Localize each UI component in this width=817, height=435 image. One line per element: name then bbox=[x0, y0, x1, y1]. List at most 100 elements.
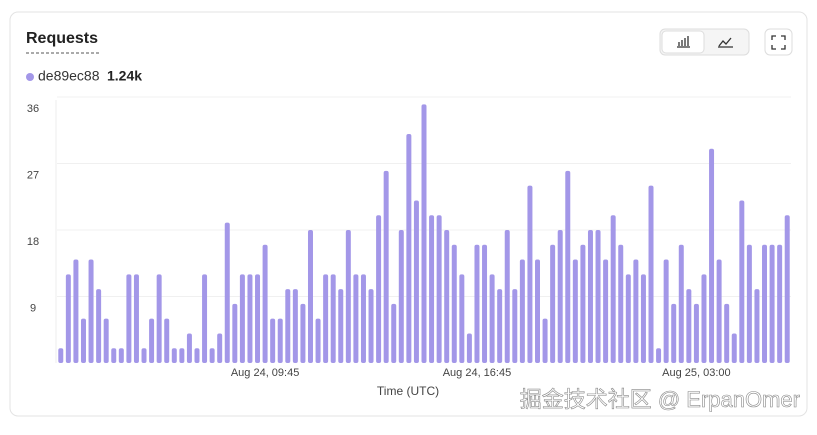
bar bbox=[96, 289, 102, 363]
bar bbox=[489, 274, 495, 363]
bar bbox=[572, 259, 578, 363]
bar bbox=[429, 215, 435, 363]
bar bbox=[633, 259, 639, 363]
bar bbox=[118, 348, 124, 363]
bar bbox=[731, 333, 737, 363]
bar bbox=[474, 244, 480, 363]
bar bbox=[595, 230, 601, 363]
bar bbox=[73, 259, 79, 363]
bar bbox=[156, 274, 162, 363]
bar bbox=[179, 348, 185, 363]
bar bbox=[345, 230, 351, 363]
bar bbox=[482, 244, 488, 363]
bar bbox=[580, 244, 586, 363]
bar bbox=[724, 303, 730, 363]
bar bbox=[693, 303, 699, 363]
watermark: 掘金技术社区 @ ErpanOmer bbox=[520, 387, 800, 412]
x-tick-label: Aug 24, 16:45 bbox=[443, 367, 512, 379]
bar bbox=[315, 318, 321, 363]
bar bbox=[65, 274, 71, 363]
bar bbox=[777, 244, 783, 363]
bar bbox=[550, 244, 556, 363]
bar bbox=[194, 348, 200, 363]
bar bbox=[111, 348, 117, 363]
bar bbox=[368, 289, 374, 363]
bar bbox=[383, 170, 389, 363]
bar bbox=[338, 289, 344, 363]
bar bbox=[398, 230, 404, 363]
bar bbox=[406, 133, 412, 363]
bar bbox=[88, 259, 94, 363]
bar bbox=[557, 230, 563, 363]
bar bbox=[527, 185, 533, 363]
bar bbox=[603, 259, 609, 363]
bar bbox=[292, 289, 298, 363]
bar bbox=[307, 230, 313, 363]
bar bbox=[58, 348, 64, 363]
bar bbox=[391, 303, 397, 363]
bar bbox=[497, 289, 503, 363]
bar bbox=[671, 303, 677, 363]
legend-dot bbox=[26, 73, 34, 81]
bar bbox=[565, 170, 571, 363]
x-axis-label: Time (UTC) bbox=[377, 384, 439, 398]
bar bbox=[164, 318, 170, 363]
bar bbox=[270, 318, 276, 363]
x-tick-label: Aug 24, 09:45 bbox=[231, 367, 300, 379]
bar bbox=[444, 230, 450, 363]
bar bbox=[542, 318, 548, 363]
bar bbox=[217, 333, 223, 363]
bar-icon bbox=[677, 36, 690, 48]
bar-toggle[interactable] bbox=[661, 30, 705, 54]
bar bbox=[224, 222, 230, 363]
bar bbox=[413, 200, 419, 363]
bar bbox=[277, 318, 283, 363]
bar bbox=[762, 244, 768, 363]
bar bbox=[618, 244, 624, 363]
y-tick-label: 9 bbox=[30, 302, 36, 314]
bar bbox=[504, 230, 510, 363]
bar bbox=[202, 274, 208, 363]
fullscreen-button[interactable] bbox=[764, 28, 793, 56]
y-tick-label: 36 bbox=[27, 103, 39, 115]
bar bbox=[323, 274, 329, 363]
bar bbox=[376, 215, 382, 363]
bar bbox=[285, 289, 291, 363]
bar bbox=[451, 244, 457, 363]
chart-toggle[interactable] bbox=[659, 28, 750, 56]
bar bbox=[103, 318, 109, 363]
x-tick-label: Aug 25, 03:00 bbox=[662, 367, 731, 379]
bar bbox=[353, 274, 359, 363]
bar bbox=[587, 230, 593, 363]
bar bbox=[769, 244, 775, 363]
bar bbox=[678, 244, 684, 363]
bar bbox=[186, 333, 192, 363]
bar bbox=[709, 148, 715, 363]
bar bbox=[535, 259, 541, 363]
bar bbox=[701, 274, 707, 363]
y-tick-label: 27 bbox=[27, 169, 39, 181]
bar bbox=[784, 215, 790, 363]
legend-total: 1.24k bbox=[107, 68, 142, 84]
line-icon[interactable] bbox=[718, 37, 733, 48]
bar bbox=[80, 318, 86, 363]
bar bbox=[625, 274, 631, 363]
bar bbox=[610, 215, 616, 363]
bar bbox=[232, 303, 238, 363]
bar bbox=[746, 244, 752, 363]
bar bbox=[360, 274, 366, 363]
bar bbox=[330, 274, 336, 363]
bar bbox=[459, 274, 465, 363]
fullscreen-icon bbox=[771, 35, 786, 50]
bar bbox=[656, 348, 662, 363]
bar bbox=[421, 104, 427, 363]
bar bbox=[247, 274, 253, 363]
bar bbox=[663, 259, 669, 363]
bar bbox=[255, 274, 261, 363]
bar bbox=[739, 200, 745, 363]
bar bbox=[686, 289, 692, 363]
chart-title: Requests bbox=[26, 30, 98, 47]
bar bbox=[466, 333, 472, 363]
